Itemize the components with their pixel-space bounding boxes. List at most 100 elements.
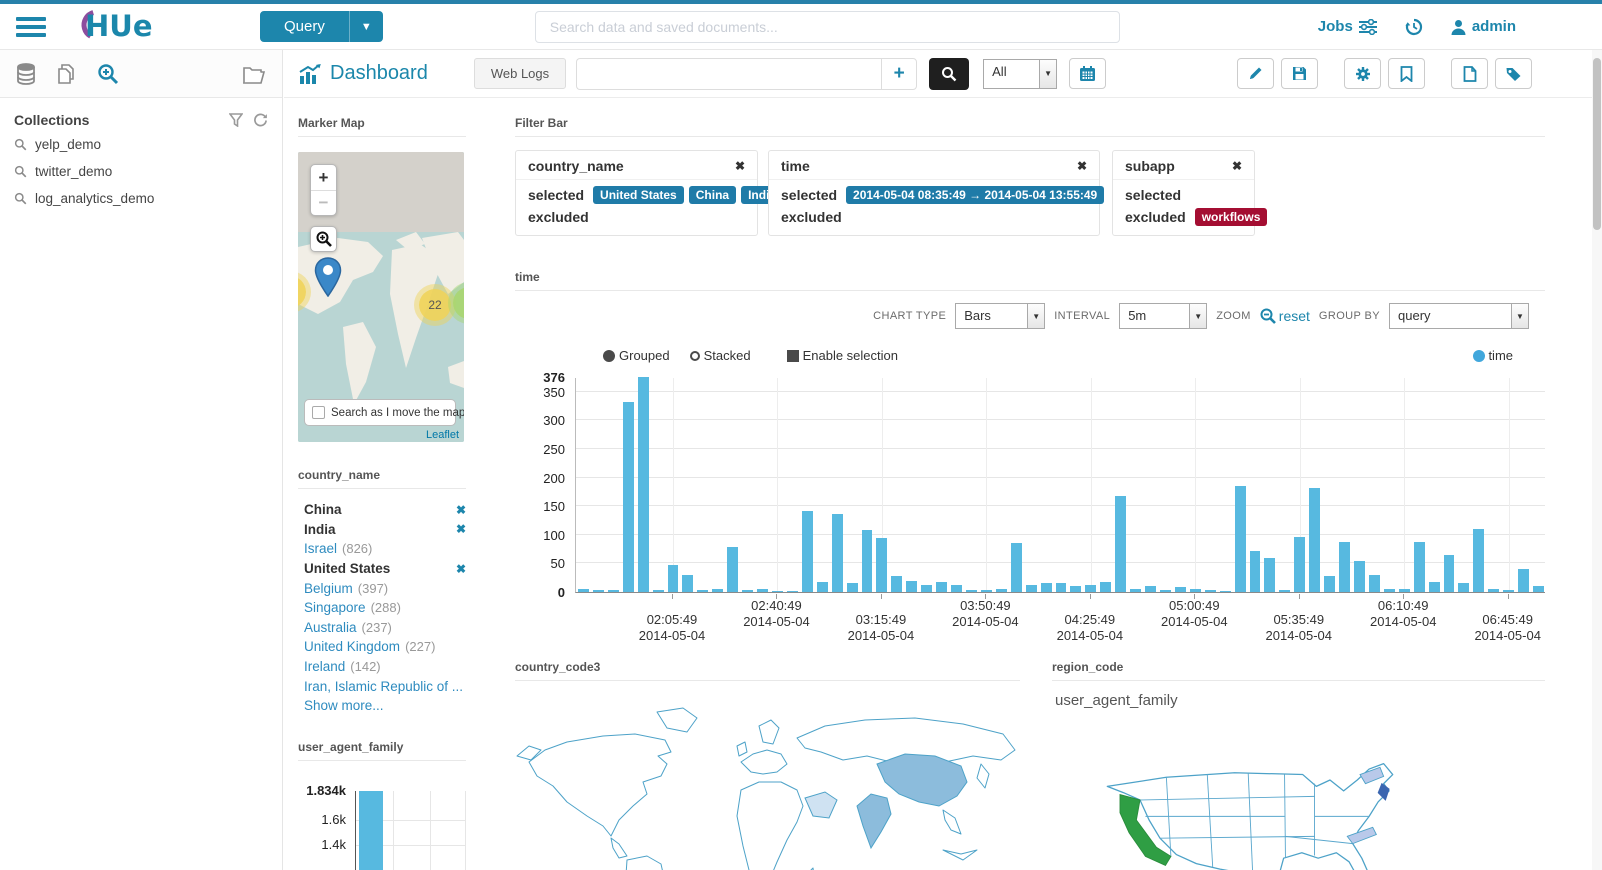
facet-value-link[interactable]: Belgium [304, 580, 353, 596]
time-bar[interactable] [652, 590, 664, 592]
show-more-link[interactable]: Show more... [304, 698, 384, 714]
time-bar[interactable] [1488, 589, 1500, 592]
settings-button[interactable] [1344, 58, 1381, 89]
grouped-radio[interactable] [603, 349, 615, 362]
series-legend[interactable]: time [1473, 348, 1513, 363]
close-icon[interactable]: ✖ [1076, 159, 1087, 173]
time-bar[interactable] [1145, 586, 1156, 592]
time-bar[interactable] [772, 590, 783, 592]
filter-icon[interactable] [229, 112, 243, 127]
time-chart-plot[interactable] [575, 377, 1545, 593]
time-bar[interactable] [667, 564, 679, 592]
time-bar[interactable] [1055, 583, 1067, 592]
us-states-map-chart[interactable] [1080, 730, 1480, 870]
time-bar[interactable] [1428, 581, 1440, 592]
time-bar[interactable] [1473, 529, 1485, 592]
facet-remove-icon[interactable]: ✖ [455, 561, 466, 576]
time-bar[interactable] [1443, 554, 1455, 592]
time-bar[interactable] [592, 590, 604, 592]
search-as-move-checkbox[interactable] [312, 406, 325, 419]
time-bar[interactable] [1204, 590, 1216, 592]
facet-remove-icon[interactable]: ✖ [455, 522, 466, 537]
add-filter-button[interactable]: + [881, 57, 918, 90]
history-icon[interactable] [1405, 18, 1423, 36]
time-bar[interactable] [1368, 574, 1380, 592]
time-bar[interactable] [682, 575, 694, 592]
tab-web-logs[interactable]: Web Logs [473, 58, 567, 89]
time-bar[interactable] [936, 581, 948, 592]
time-bar[interactable] [1458, 583, 1470, 592]
time-bar[interactable] [1234, 486, 1246, 592]
map-cluster[interactable]: 2 [453, 287, 464, 319]
time-bar[interactable] [786, 590, 798, 592]
time-bar[interactable] [906, 580, 918, 592]
user-agent-family-chart[interactable] [355, 791, 466, 870]
hue-logo[interactable]: HUe [80, 6, 180, 47]
time-bar[interactable] [966, 590, 977, 592]
database-icon[interactable] [16, 62, 36, 85]
vertical-scrollbar[interactable] [1592, 50, 1602, 870]
chart-type-select[interactable]: Bars ▼ [955, 303, 1046, 329]
world-map-chart[interactable] [515, 698, 1020, 870]
time-bar[interactable] [622, 401, 634, 592]
date-picker-button[interactable] [1069, 58, 1107, 89]
tag-button[interactable] [1495, 58, 1532, 89]
new-document-button[interactable] [1451, 58, 1488, 89]
map-cluster[interactable]: 22 [419, 289, 451, 321]
scrollbar-thumb[interactable] [1593, 58, 1601, 230]
zoom-in-icon[interactable] [97, 63, 119, 85]
map-cluster[interactable]: 5 [298, 276, 306, 308]
time-bar[interactable] [921, 584, 933, 592]
facet-value-link[interactable]: Australia [304, 619, 357, 635]
time-bar[interactable] [1264, 557, 1276, 592]
time-bar[interactable] [1040, 582, 1052, 592]
filter-value-pill[interactable]: workflows [1194, 208, 1268, 226]
menu-icon[interactable] [16, 16, 46, 37]
time-bar[interactable] [757, 588, 768, 592]
marker-map[interactable]: + − 22 2 5 Search as I move the map Leaf… [298, 152, 464, 442]
filter-value-pill[interactable]: 2014-05-04 08:35:49 → 2014-05-04 13:55:4… [846, 186, 1105, 204]
stacked-radio[interactable] [689, 350, 700, 361]
time-bar[interactable] [1398, 589, 1410, 592]
map-marker-pin[interactable] [314, 257, 342, 297]
zoom-reset-link[interactable]: reset [1260, 308, 1310, 324]
time-bar[interactable] [1279, 590, 1291, 592]
time-bar[interactable] [801, 510, 813, 592]
time-bar[interactable] [1010, 543, 1022, 592]
time-bar[interactable] [1518, 569, 1530, 592]
user-menu[interactable]: admin [1451, 18, 1516, 35]
time-bar[interactable] [951, 584, 962, 592]
time-bar[interactable] [742, 590, 754, 592]
time-bar[interactable] [831, 513, 843, 592]
filter-value-pill[interactable]: China [688, 186, 737, 204]
time-bar[interactable] [1249, 550, 1261, 592]
time-bar[interactable] [1324, 576, 1336, 592]
close-icon[interactable]: ✖ [1231, 159, 1242, 173]
facet-value-link[interactable]: Iran, Islamic Republic of ... [304, 678, 464, 694]
time-bar[interactable] [712, 588, 724, 592]
close-icon[interactable]: ✖ [734, 159, 745, 173]
time-bar[interactable] [727, 546, 739, 592]
time-bar[interactable] [1339, 541, 1350, 592]
map-magnify-button[interactable] [310, 226, 337, 252]
time-bar[interactable] [637, 377, 649, 592]
filter-value-pill[interactable]: United States [593, 186, 684, 204]
leaflet-attribution-link[interactable]: Leaflet [425, 429, 459, 441]
search-as-move-control[interactable]: Search as I move the map [304, 399, 464, 426]
group-by-select[interactable]: query ▼ [1389, 303, 1529, 329]
facet-value-link[interactable]: Singapore [304, 600, 366, 616]
time-bar[interactable] [1354, 560, 1365, 592]
folder-open-icon[interactable] [242, 63, 266, 85]
facet-value-link[interactable]: United Kingdom [304, 639, 401, 655]
search-button[interactable] [929, 57, 970, 90]
time-bar[interactable] [1413, 541, 1425, 592]
facet-value-link[interactable]: Israel [304, 541, 338, 557]
time-bar[interactable] [816, 581, 828, 592]
time-bar[interactable] [1503, 590, 1515, 592]
time-bar[interactable] [1070, 586, 1082, 592]
time-bar[interactable] [1294, 536, 1306, 592]
zoom-in-button[interactable]: + [318, 167, 329, 187]
facet-value-link[interactable]: Ireland [304, 659, 346, 675]
time-bar[interactable] [697, 590, 709, 592]
enable-selection-checkbox[interactable] [786, 349, 799, 362]
